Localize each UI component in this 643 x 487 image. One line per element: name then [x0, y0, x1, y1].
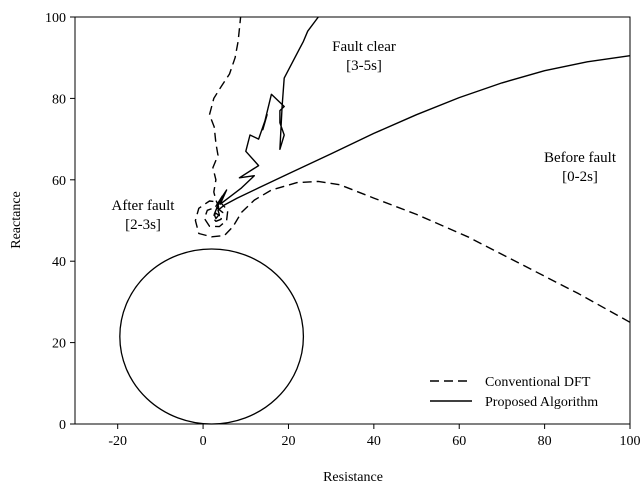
- annotation-after-fault-title: After fault: [112, 198, 176, 214]
- x-axis-label: Resistance: [323, 470, 383, 485]
- legend: Conventional DFT Proposed Algorithm: [430, 375, 598, 410]
- annotation-after-fault-time: [2-3s]: [125, 217, 161, 233]
- x-tick-label: 20: [281, 434, 295, 449]
- y-tick-label: 40: [52, 255, 66, 270]
- annotation-before-fault-title: Before fault: [544, 150, 617, 166]
- x-tick-label: 40: [367, 434, 381, 449]
- plot-frame: [74, 16, 631, 425]
- x-tick-label: 0: [200, 434, 207, 449]
- axes: -20 0 20 40 60 80 100 0 20 40 60 80 100: [45, 11, 641, 449]
- x-tick-label: 100: [620, 434, 641, 449]
- x-tick-label: 80: [538, 434, 552, 449]
- y-tick-label: 60: [52, 174, 66, 189]
- y-tick-label: 80: [52, 92, 66, 107]
- plot-area: [119, 16, 631, 425]
- series-proposed-algorithm-line: [213, 16, 631, 220]
- y-axis-label: Reactance: [9, 191, 24, 249]
- y-tick-label: 100: [45, 11, 66, 26]
- legend-label-proposed-algorithm: Proposed Algorithm: [485, 395, 598, 410]
- x-tick-label: -20: [108, 434, 127, 449]
- labels: Resistance Reactance Fault clear [3-5s] …: [9, 39, 617, 485]
- x-tick-label: 60: [452, 434, 466, 449]
- series-conventional-dft-line: [194, 16, 631, 323]
- y-tick-label: 0: [59, 418, 66, 433]
- annotation-before-fault-time: [0-2s]: [562, 169, 598, 185]
- y-tick-label: 20: [52, 337, 66, 352]
- annotation-fault-clear-title: Fault clear: [332, 39, 396, 55]
- annotation-fault-clear-time: [3-5s]: [346, 58, 382, 74]
- relay-characteristic-circle: [119, 248, 305, 425]
- legend-label-conventional-dft: Conventional DFT: [485, 375, 591, 390]
